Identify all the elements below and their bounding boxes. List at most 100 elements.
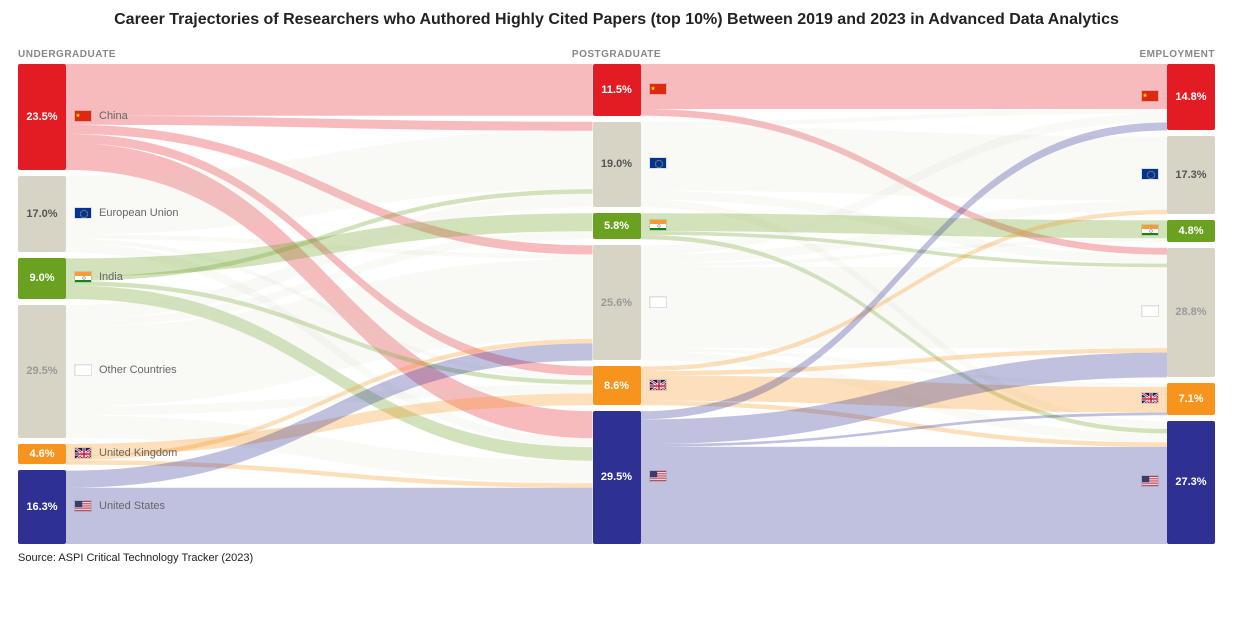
- flow-postgraduate-uk-to-other: [641, 348, 1168, 375]
- flow-undergraduate-china-to-uk: [66, 134, 593, 376]
- node-label-undergraduate-eu: European Union: [74, 207, 179, 219]
- node-label-postgraduate-other: [649, 296, 667, 308]
- us-flag-icon: [649, 470, 667, 482]
- flow-postgraduate-eu-to-other: [641, 190, 1168, 263]
- node-label-employment-eu: [1141, 168, 1159, 180]
- node-undergraduate-uk[interactable]: 4.6%: [18, 444, 66, 465]
- node-label-undergraduate-other: Other Countries: [74, 364, 177, 376]
- us-flag-icon: [74, 500, 92, 512]
- flow-undergraduate-india-to-india: [66, 213, 593, 276]
- node-country-name: India: [99, 271, 123, 283]
- flow-undergraduate-other-to-other: [66, 259, 593, 406]
- flow-postgraduate-uk-to-us: [641, 401, 1168, 447]
- flow-undergraduate-china-to-china: [66, 64, 593, 116]
- node-postgraduate-china[interactable]: 11.5%: [593, 64, 641, 116]
- node-label-postgraduate-china: [649, 83, 667, 95]
- eu-flag-icon: [74, 207, 92, 219]
- india-flag-icon: [1141, 224, 1159, 236]
- flow-postgraduate-us-to-us: [641, 447, 1168, 544]
- sankey-diagram: 23.5% China 17.0% European Union 9.0% India 29…: [18, 64, 1215, 544]
- chart-container: Career Trajectories of Researchers who A…: [0, 0, 1233, 622]
- node-employment-india[interactable]: 4.8%: [1167, 220, 1215, 242]
- flow-postgraduate-us-to-uk: [641, 412, 1168, 446]
- none-flag-icon: [1141, 305, 1159, 317]
- node-employment-eu[interactable]: 17.3%: [1167, 136, 1215, 214]
- flow-undergraduate-china-to-us: [66, 143, 593, 438]
- india-flag-icon: [74, 271, 92, 283]
- node-employment-us[interactable]: 27.3%: [1167, 421, 1215, 544]
- flow-undergraduate-india-to-eu: [66, 189, 593, 281]
- node-undergraduate-other[interactable]: 29.5%: [18, 305, 66, 438]
- flow-postgraduate-us-to-china: [641, 122, 1168, 419]
- flow-undergraduate-china-to-other: [66, 125, 593, 255]
- node-undergraduate-us[interactable]: 16.3%: [18, 470, 66, 543]
- flow-undergraduate-other-to-india: [66, 231, 593, 326]
- none-flag-icon: [649, 296, 667, 308]
- flow-postgraduate-china-to-other: [641, 109, 1168, 255]
- flow-postgraduate-other-to-india: [641, 238, 1168, 267]
- flow-undergraduate-eu-to-us: [66, 243, 593, 447]
- uk-flag-icon: [74, 447, 92, 459]
- node-label-undergraduate-us: United States: [74, 500, 165, 512]
- uk-flag-icon: [1141, 392, 1159, 404]
- flow-postgraduate-eu-to-eu: [641, 126, 1168, 201]
- node-postgraduate-india[interactable]: 5.8%: [593, 213, 641, 239]
- node-postgraduate-uk[interactable]: 8.6%: [593, 366, 641, 405]
- flow-undergraduate-china-to-eu: [66, 116, 593, 131]
- node-postgraduate-us[interactable]: 29.5%: [593, 411, 641, 544]
- node-postgraduate-eu[interactable]: 19.0%: [593, 122, 641, 208]
- node-label-employment-india: [1141, 224, 1159, 236]
- flow-undergraduate-eu-to-other: [66, 234, 593, 258]
- chart-title: Career Trajectories of Researchers who A…: [18, 10, 1215, 31]
- source-attribution: Source: ASPI Critical Technology Tracker…: [18, 552, 1215, 564]
- eu-flag-icon: [649, 157, 667, 169]
- stage-labels-row: UNDERGRADUATE POSTGRADUATE EMPLOYMENT: [18, 49, 1215, 60]
- stage-label-employment: EMPLOYMENT: [816, 49, 1215, 60]
- node-undergraduate-eu[interactable]: 17.0%: [18, 176, 66, 253]
- flow-postgraduate-us-to-other: [641, 352, 1168, 443]
- flow-undergraduate-uk-to-other: [66, 339, 593, 460]
- flow-postgraduate-india-to-us: [641, 235, 1168, 434]
- node-label-postgraduate-uk: [649, 379, 667, 391]
- flow-postgraduate-other-to-china: [641, 113, 1168, 254]
- node-label-employment-china: [1141, 90, 1159, 102]
- stage-label-postgraduate: POSTGRADUATE: [417, 49, 816, 60]
- flow-postgraduate-india-to-india: [641, 213, 1168, 238]
- node-employment-uk[interactable]: 7.1%: [1167, 383, 1215, 415]
- node-country-name: European Union: [99, 207, 179, 219]
- stage-label-undergraduate: UNDERGRADUATE: [18, 49, 417, 60]
- china-flag-icon: [74, 110, 92, 122]
- flow-postgraduate-other-to-uk: [641, 348, 1168, 387]
- node-undergraduate-india[interactable]: 9.0%: [18, 258, 66, 299]
- node-country-name: China: [99, 110, 128, 122]
- node-label-undergraduate-india: India: [74, 271, 123, 283]
- flow-postgraduate-india-to-other: [641, 231, 1168, 267]
- node-label-postgraduate-eu: [649, 157, 667, 169]
- flow-undergraduate-other-to-uk: [66, 384, 593, 415]
- node-label-postgraduate-india: [649, 219, 667, 231]
- node-undergraduate-china[interactable]: 23.5%: [18, 64, 66, 170]
- node-label-employment-us: [1141, 475, 1159, 487]
- node-postgraduate-other[interactable]: 25.6%: [593, 245, 641, 360]
- node-label-postgraduate-us: [649, 470, 667, 482]
- node-employment-china[interactable]: 14.8%: [1167, 64, 1215, 131]
- node-employment-other[interactable]: 28.8%: [1167, 248, 1215, 377]
- flow-postgraduate-other-to-other: [641, 267, 1168, 348]
- india-flag-icon: [649, 219, 667, 231]
- china-flag-icon: [649, 83, 667, 95]
- flow-postgraduate-eu-to-us: [641, 199, 1168, 428]
- flow-undergraduate-eu-to-uk: [66, 239, 593, 380]
- flow-postgraduate-uk-to-uk: [641, 375, 1168, 412]
- china-flag-icon: [1141, 90, 1159, 102]
- flow-undergraduate-uk-to-us: [66, 460, 593, 488]
- eu-flag-icon: [1141, 168, 1159, 180]
- node-label-employment-other: [1141, 305, 1159, 317]
- node-label-undergraduate-china: China: [74, 110, 128, 122]
- flow-postgraduate-uk-to-eu: [641, 210, 1168, 371]
- node-label-employment-uk: [1141, 392, 1159, 404]
- flow-postgraduate-china-to-china: [641, 64, 1168, 109]
- flow-postgraduate-other-to-us: [641, 351, 1168, 442]
- node-country-name: United States: [99, 500, 165, 512]
- us-flag-icon: [1141, 475, 1159, 487]
- node-country-name: United Kingdom: [99, 447, 177, 459]
